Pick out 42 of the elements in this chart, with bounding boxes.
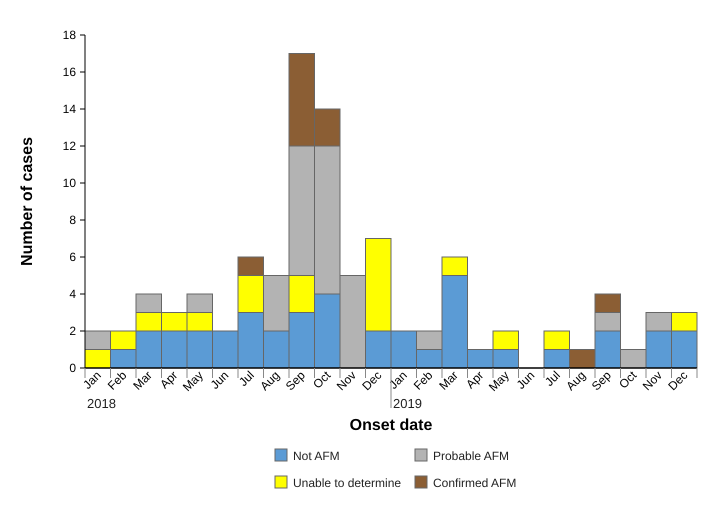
y-tick-label: 4: [69, 287, 76, 302]
x-tick-label: Nov: [334, 368, 359, 394]
x-tick-label: Oct: [310, 368, 334, 392]
x-tick-label: Jun: [514, 368, 538, 392]
x-tick-label: Jul: [236, 368, 257, 389]
x-tick-label: Aug: [257, 368, 282, 394]
x-tick-label: May: [180, 368, 206, 394]
x-tick-label: Aug: [563, 368, 588, 394]
y-tick-label: 14: [62, 102, 76, 116]
x-tick-label: Sep: [588, 368, 614, 394]
x-tick-label: Jul: [542, 368, 563, 389]
x-tick-label: Feb: [410, 368, 436, 393]
x-tick-label: Apr: [157, 368, 180, 392]
legend-label: Probable AFM: [433, 449, 510, 463]
x-tick-label: Mar: [130, 368, 155, 393]
legend-label: Confirmed AFM: [433, 476, 516, 490]
x-tick-label: Dec: [359, 368, 384, 394]
x-tick-label: May: [486, 368, 512, 394]
y-tick-label: 16: [62, 65, 76, 80]
x-tick-label: Oct: [616, 368, 640, 392]
x-tick-label: Dec: [665, 368, 690, 394]
x-tick-label: Sep: [282, 368, 308, 394]
x-tick-label: Jun: [208, 368, 232, 392]
x-tick-label: Mar: [436, 368, 461, 393]
y-tick-label: 12: [62, 139, 76, 154]
legend-label: Not AFM: [293, 449, 340, 463]
x-tick-label: Apr: [463, 368, 486, 392]
y-tick-label: 18: [62, 28, 76, 42]
x-tick-label: Jan: [80, 368, 104, 392]
x-tick-label: Jan: [386, 368, 410, 392]
y-tick-label: 2: [69, 324, 76, 338]
x-tick-label: Nov: [640, 368, 665, 394]
legend-label: Unable to determine: [293, 476, 402, 490]
y-tick-label: 0: [69, 361, 76, 376]
x-tick-label: Feb: [104, 368, 130, 393]
y-tick-label: 10: [62, 176, 76, 190]
text: 2018: [87, 396, 116, 411]
y-axis-title: Number of cases: [19, 136, 36, 266]
y-tick-label: 8: [69, 213, 76, 228]
y-tick-label: 6: [69, 250, 76, 264]
x-axis-title: Onset date: [350, 417, 432, 434]
text: 2019: [393, 396, 422, 411]
